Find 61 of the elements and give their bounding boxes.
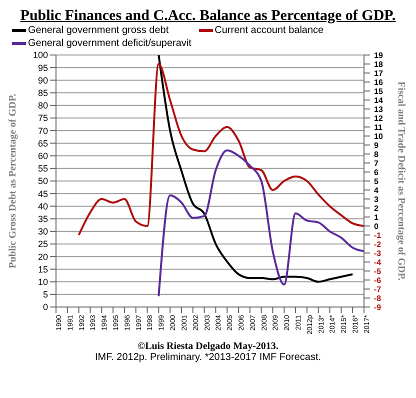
legend-label: General government deficit/superavit: [28, 38, 192, 49]
y-tick-label: 0: [42, 302, 48, 312]
y-tick-label: 45: [38, 188, 48, 199]
y-tick-label: 50: [38, 176, 48, 186]
y2-tick-label: 11: [374, 123, 384, 132]
y-tick-label: 10: [38, 276, 48, 287]
y-tick-label: 35: [38, 214, 48, 224]
y2-tick-label: 8: [374, 150, 379, 159]
y2-tick-label: 7: [374, 159, 379, 168]
y2-tick-label: 6: [374, 168, 379, 177]
y2-tick-label: 15: [374, 87, 384, 96]
line-series: [158, 55, 354, 283]
y-tick-label: 95: [38, 62, 48, 73]
y-tick-label: 80: [38, 100, 48, 111]
y2-tick-label: -9: [374, 303, 382, 312]
line-series: [158, 149, 365, 298]
y2-tick-label: 18: [374, 60, 384, 69]
y2-tick-label: -8: [374, 294, 382, 303]
y2-tick-label: 9: [374, 141, 379, 150]
y2-tick-label: 19: [374, 51, 384, 60]
y-tick-label: 100: [32, 50, 48, 60]
y2-axis-title: Fiscal and Trade Deficit as Percentage of GDP.: [395, 81, 406, 282]
y-tick-label: 65: [38, 138, 48, 148]
y2-tick-label: -2: [374, 240, 382, 249]
y-tick-label: 40: [38, 201, 48, 212]
y-axis-title: Public Gross Debt as Percentage of GDP.: [8, 93, 19, 268]
y2-tick-label: -1: [374, 231, 382, 240]
legend-label: General government gross debt: [28, 25, 169, 36]
y-tick-label: 70: [38, 126, 48, 136]
y2-tick-label: 13: [374, 105, 384, 114]
line-series: [78, 63, 365, 236]
y2-tick-label: 12: [374, 114, 384, 123]
y2-tick-label: 5: [374, 177, 379, 186]
y2-tick-label: 4: [374, 186, 379, 195]
y-tick-label: 85: [38, 88, 48, 98]
y-tick-label: 75: [38, 113, 48, 124]
y2-tick-label: -3: [374, 249, 382, 258]
y2-tick-label: -7: [374, 285, 382, 294]
y2-tick-label: 0: [374, 222, 379, 231]
y-tick-label: 20: [38, 252, 48, 262]
y2-tick-label: 10: [374, 132, 384, 141]
y2-tick-label: 3: [374, 195, 379, 204]
y2-tick-label: 2: [374, 204, 379, 213]
y2-tick-label: 14: [374, 96, 384, 105]
text: ©Luis Riesta Delgado May-2013.: [136, 341, 280, 352]
y2-tick-label: 16: [374, 78, 384, 87]
y2-tick-label: 17: [374, 69, 384, 78]
text: IMF. 2012p. Preliminary. *2013-2017 IMF Forecast.: [94, 352, 322, 363]
y-tick-label: 25: [38, 239, 48, 250]
y-tick-label: 15: [38, 264, 48, 274]
y-tick-label: 30: [38, 226, 48, 237]
y-tick-label: 55: [38, 164, 48, 174]
y2-tick-label: -6: [374, 276, 382, 285]
y2-tick-label: 1: [374, 213, 379, 222]
y-tick-label: 5: [42, 290, 48, 300]
y-tick-label: 90: [38, 75, 48, 86]
chart-title: Public Finances and C.Acc. Balance as Percentage of GDP.: [19, 8, 397, 25]
y-tick-label: 60: [38, 150, 48, 161]
legend-label: Current account balance: [214, 25, 324, 36]
y2-tick-label: -5: [374, 267, 382, 276]
y2-tick-label: -4: [374, 258, 382, 267]
